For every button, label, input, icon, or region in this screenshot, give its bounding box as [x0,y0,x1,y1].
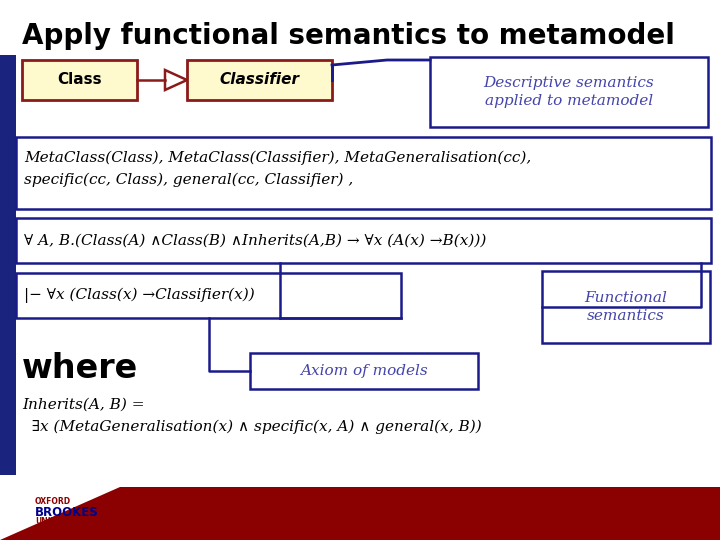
Text: Class: Class [57,72,102,87]
Text: specific(cc, Class), general(cc, Classifier) ,: specific(cc, Class), general(cc, Classif… [24,173,354,187]
Text: ∀ A, B.(Class(A) ∧Class(B) ∧Inherits(A,B) → ∀x (A(x) →B(x))): ∀ A, B.(Class(A) ∧Class(B) ∧Inherits(A,B… [24,233,487,247]
Text: MetaClass(Class), MetaClass(Classifier), MetaGeneralisation(cc),: MetaClass(Class), MetaClass(Classifier),… [24,151,531,165]
Text: Apply functional semantics to metamodel: Apply functional semantics to metamodel [22,22,675,50]
Text: Classifier: Classifier [220,72,300,87]
Text: |− ∀x (Class(x) →Classifier(x)): |− ∀x (Class(x) →Classifier(x)) [24,288,255,303]
Bar [187,60,332,100]
Text: UNIVERSITY: UNIVERSITY [35,517,86,526]
Text: OXFORD: OXFORD [35,497,71,506]
Bar [16,273,401,318]
Bar [0,487,720,540]
Text: Inherits(A, B) =: Inherits(A, B) = [22,398,145,412]
Text: Functional
semantics: Functional semantics [585,291,667,323]
Text: Axiom of models: Axiom of models [300,364,428,378]
Text: BROOKES: BROOKES [35,506,99,519]
Bar [0,55,16,475]
Text: Descriptive semantics
applied to metamodel: Descriptive semantics applied to metamod… [484,76,654,108]
Bar [22,60,137,100]
Bar [430,57,708,127]
Text: where: where [22,352,138,385]
Bar [250,353,478,389]
Text: ∃x (MetaGeneralisation(x) ∧ specific(x, A) ∧ general(x, B)): ∃x (MetaGeneralisation(x) ∧ specific(x, … [22,420,482,434]
Bar [16,137,711,209]
Polygon shape [0,487,120,540]
Bar [542,271,710,343]
Bar [16,218,711,263]
